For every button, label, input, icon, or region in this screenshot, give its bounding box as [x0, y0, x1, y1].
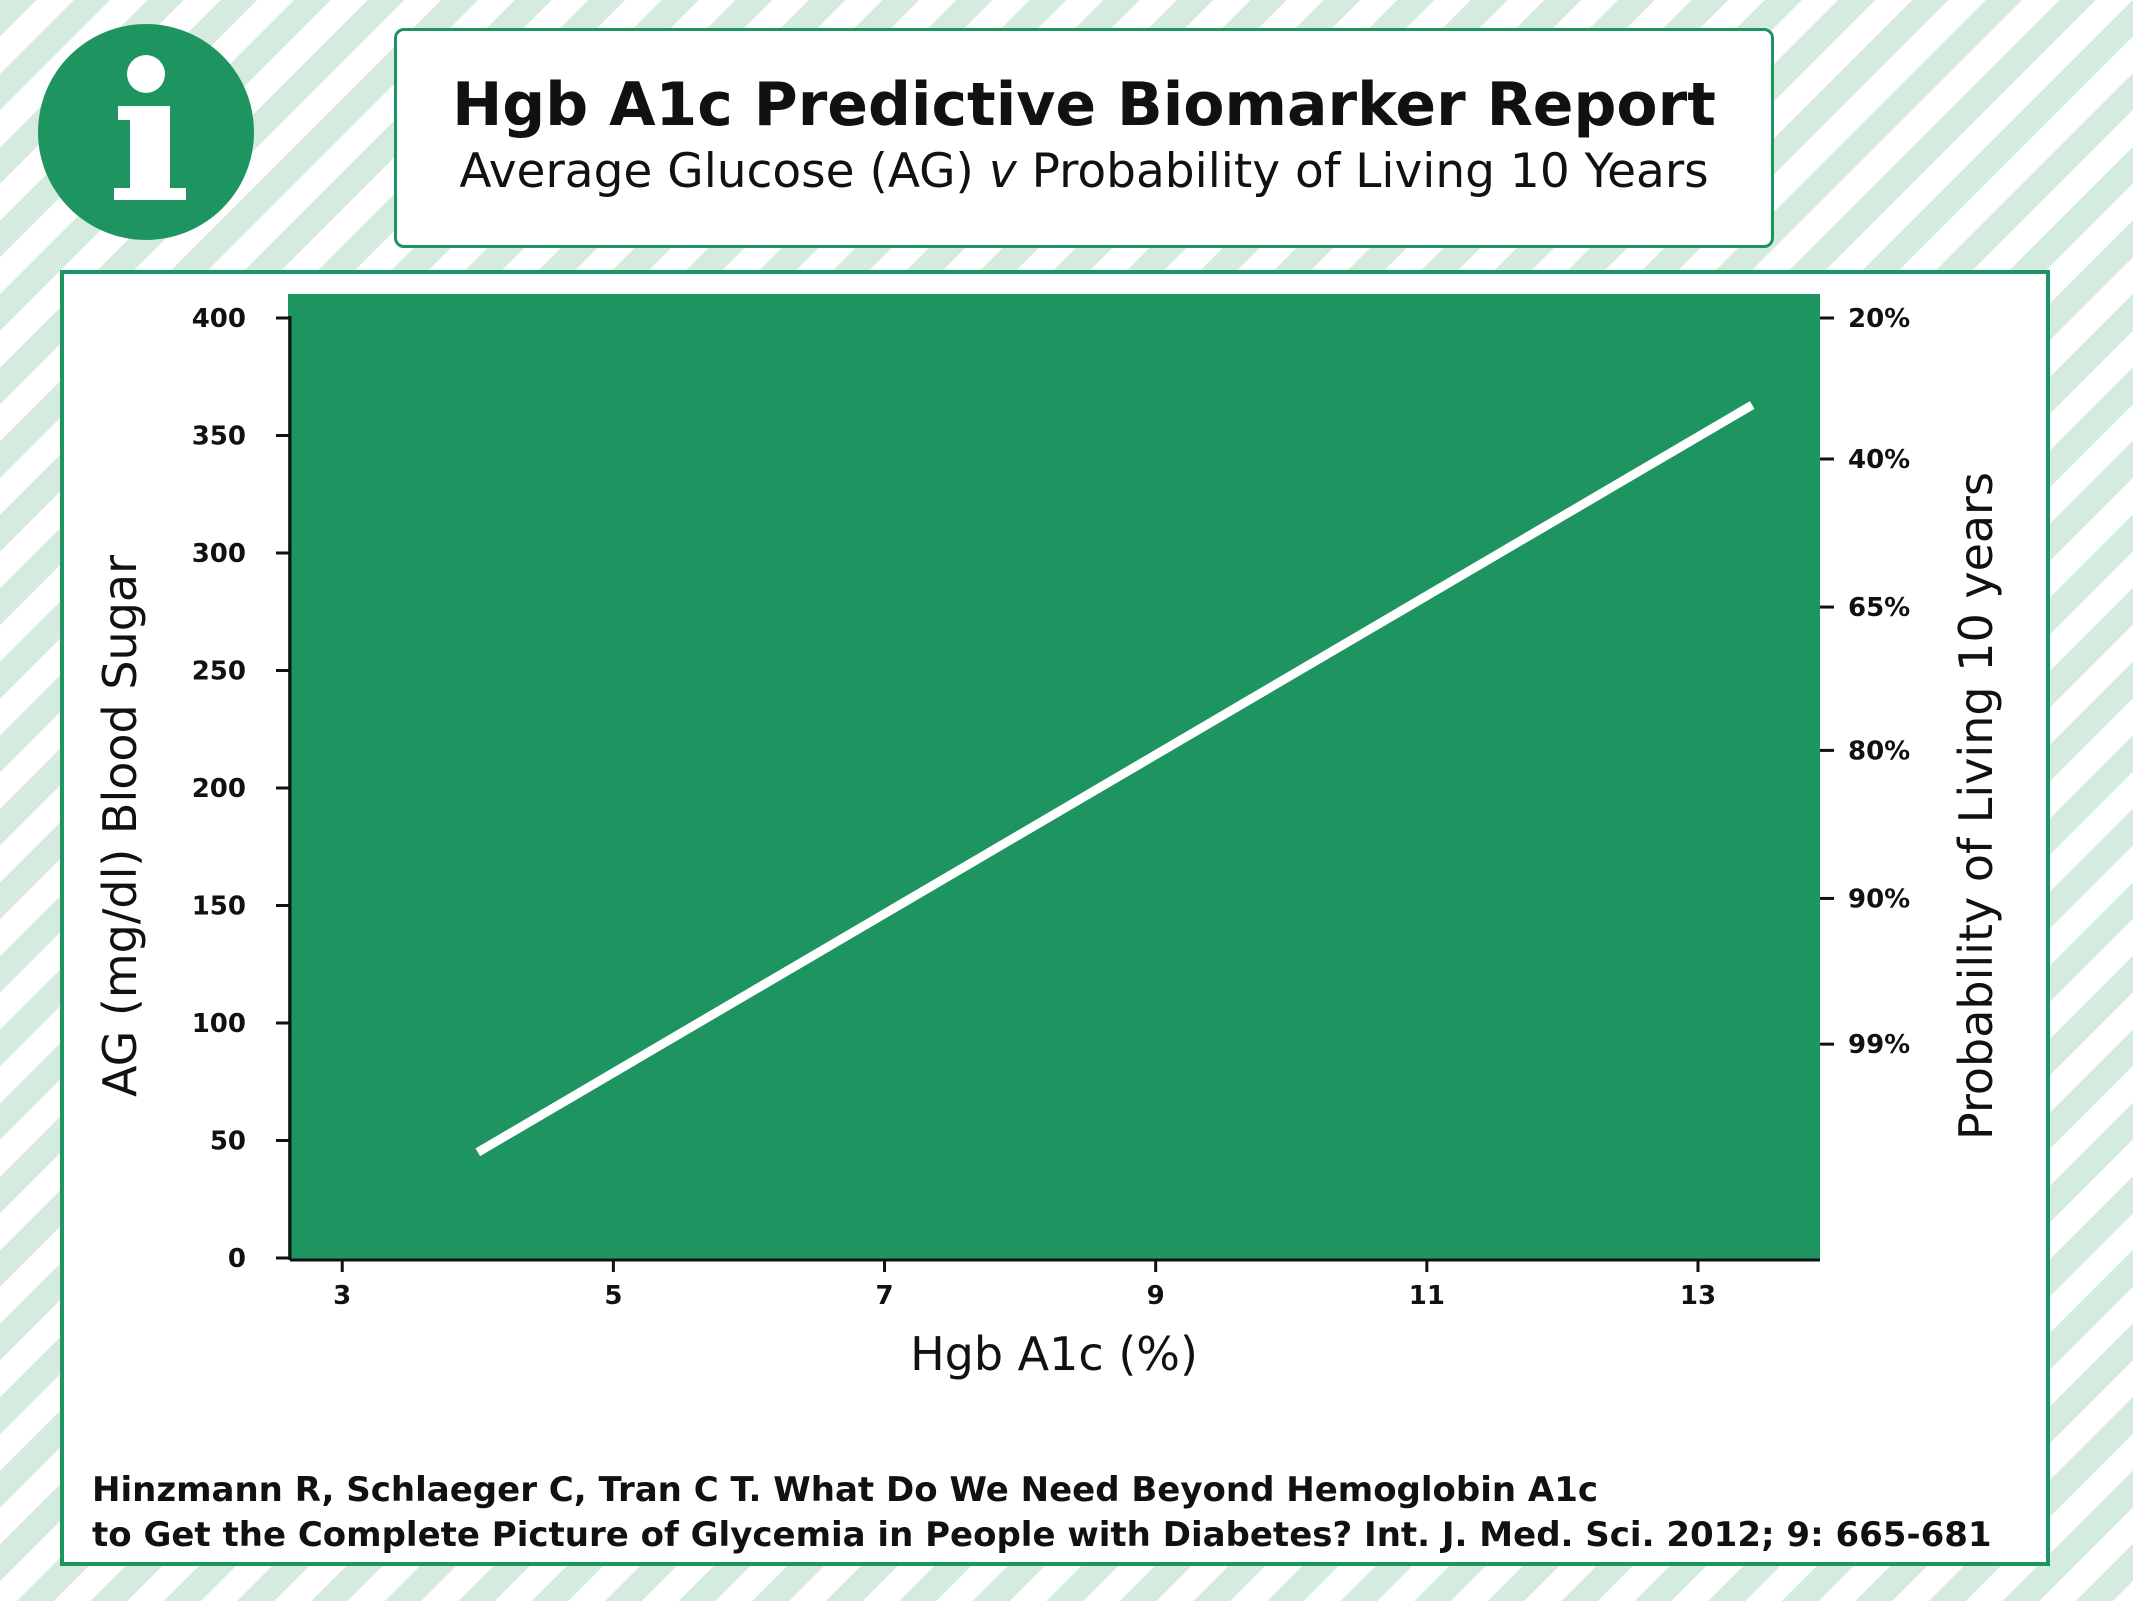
y-tick-label: 350 — [192, 422, 246, 452]
main-panel: 0 50 100 150 200 250 300 350 400 20% 40% 65% 80% 90%… — [60, 270, 2050, 1566]
title-box: Hgb A1c Predictive Biomarker Report Aver… — [394, 28, 1774, 248]
chart: 0 50 100 150 200 250 300 350 400 20% 40% 65% 80% 90%… — [93, 294, 2003, 1381]
chart-title: Hgb A1c Predictive Biomarker Report — [452, 70, 1716, 140]
info-icon — [114, 55, 186, 200]
subtitle-suffix: Probability of Living 10 Years — [1016, 144, 1709, 199]
citation-line-2: to Get the Complete Picture of Glycemia … — [92, 1514, 1992, 1555]
y-tick-label: 100 — [192, 1009, 246, 1039]
y2-tick-label: 20% — [1848, 304, 1910, 334]
y-tick-label: 250 — [192, 657, 246, 687]
x-tick-label: 3 — [333, 1281, 351, 1311]
info-badge — [38, 24, 254, 240]
y2-tick-label: 99% — [1848, 1030, 1910, 1060]
y-tick-label: 150 — [192, 892, 246, 922]
y2-axis-title: Probability of Living 10 years — [1949, 472, 2003, 1140]
y-tick-label: 200 — [192, 774, 246, 804]
y2-tick-label: 80% — [1848, 736, 1910, 766]
x-tick-label: 5 — [604, 1281, 622, 1311]
x-axis-ticks: 3 5 7 9 11 13 — [333, 1260, 1716, 1311]
x-tick-label: 7 — [875, 1281, 893, 1311]
citation: Hinzmann R, Schlaeger C, Tran C T. What … — [92, 1468, 2022, 1558]
y-axis-ticks: 0 50 100 150 200 250 300 350 400 — [192, 304, 290, 1274]
series — [475, 401, 1755, 1157]
y2-axis-ticks: 20% 40% 65% 80% 90% 99% — [1820, 304, 1910, 1060]
y-tick-label: 50 — [210, 1127, 246, 1157]
plot-area — [288, 294, 1820, 1260]
x-tick-label: 13 — [1680, 1281, 1716, 1311]
series-line — [475, 401, 1755, 1157]
y-tick-label: 300 — [192, 539, 246, 569]
y2-tick-label: 90% — [1848, 884, 1910, 914]
y2-tick-label: 40% — [1848, 445, 1910, 475]
subtitle-versus: v — [988, 144, 1017, 199]
citation-line-1: Hinzmann R, Schlaeger C, Tran C T. What … — [92, 1470, 1599, 1510]
y2-tick-label: 65% — [1848, 593, 1910, 623]
subtitle-prefix: Average Glucose (AG) — [459, 144, 989, 199]
x-axis-title: Hgb A1c (%) — [910, 1327, 1198, 1381]
y-tick-label: 0 — [228, 1244, 246, 1274]
y-tick-label: 400 — [192, 304, 246, 334]
chart-subtitle: Average Glucose (AG) v Probability of Li… — [397, 144, 1771, 200]
x-tick-label: 9 — [1147, 1281, 1165, 1311]
x-tick-label: 11 — [1409, 1281, 1445, 1311]
y-axis-title: AG (mg/dl) Blood Sugar — [93, 555, 147, 1097]
